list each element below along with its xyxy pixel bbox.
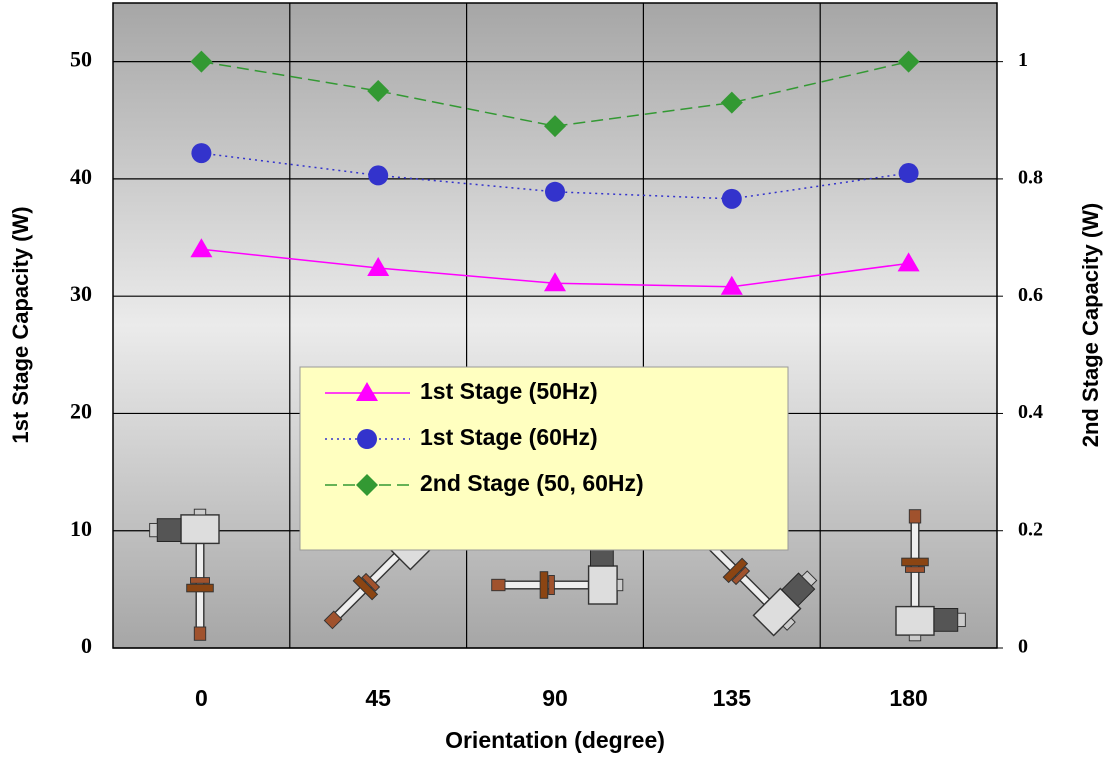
y-axis-title: 1st Stage Capacity (W) — [8, 206, 33, 443]
y2-tick-label: 0.2 — [1018, 518, 1043, 540]
legend-label: 2nd Stage (50, 60Hz) — [420, 470, 644, 496]
x-tick-label: 0 — [195, 685, 208, 711]
y-tick-label: 50 — [70, 47, 92, 72]
x-tick-label: 45 — [365, 685, 391, 711]
y2-axis-title: 2nd Stage Capacity (W) — [1078, 203, 1103, 447]
y-tick-label: 40 — [70, 164, 92, 189]
y2-tick-label: 0.8 — [1018, 167, 1043, 189]
y2-tick-label: 0.4 — [1018, 401, 1043, 423]
y-tick-label: 20 — [70, 399, 92, 424]
y-tick-label: 0 — [81, 633, 92, 658]
x-tick-label: 180 — [889, 685, 927, 711]
y2-tick-label: 0 — [1018, 636, 1028, 658]
x-tick-label: 135 — [713, 685, 752, 711]
legend-label: 1st Stage (50Hz) — [420, 378, 598, 404]
legend-label: 1st Stage (60Hz) — [420, 424, 598, 450]
y-tick-label: 10 — [70, 516, 92, 541]
marker — [191, 143, 211, 163]
x-tick-label: 90 — [542, 685, 568, 711]
x-axis-title: Orientation (degree) — [445, 727, 665, 753]
marker — [545, 182, 565, 202]
y-tick-label: 30 — [70, 281, 92, 306]
chart: 1st Stage Capacity (W) 2nd Stage Capacit… — [0, 0, 1111, 761]
marker — [899, 163, 919, 183]
plot-area — [113, 3, 997, 648]
marker — [722, 189, 742, 209]
legend-marker — [357, 429, 377, 449]
y2-tick-label: 1 — [1018, 49, 1028, 71]
y2-tick-label: 0.6 — [1018, 284, 1043, 306]
marker — [368, 165, 388, 185]
